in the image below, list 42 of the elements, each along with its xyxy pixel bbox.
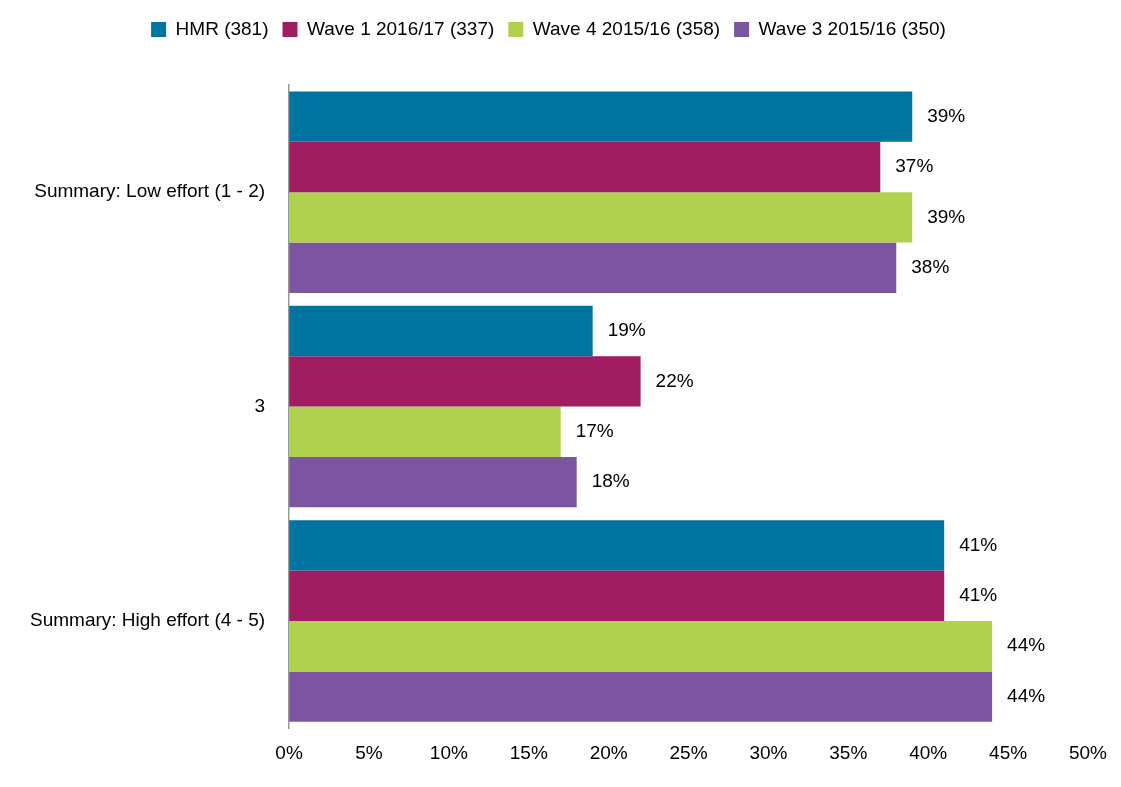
bar bbox=[289, 520, 945, 571]
data-label: 37% bbox=[895, 155, 934, 177]
data-label: 39% bbox=[927, 205, 966, 227]
legend-label: Wave 3 2015/16 (350) bbox=[758, 17, 946, 39]
x-tick-label: 5% bbox=[355, 741, 383, 763]
bar bbox=[289, 141, 881, 193]
x-tick-label: 15% bbox=[509, 741, 548, 763]
bar bbox=[289, 570, 945, 621]
bar bbox=[289, 621, 993, 672]
bar bbox=[289, 192, 913, 243]
x-tick-label: 35% bbox=[829, 741, 868, 763]
y-tick-label: 3 bbox=[254, 394, 266, 416]
x-tick-label: 40% bbox=[909, 741, 948, 763]
y-tick-label: Summary: High effort (4 - 5) bbox=[30, 609, 266, 631]
data-label: 38% bbox=[911, 256, 950, 278]
x-tick-label: 10% bbox=[429, 741, 468, 763]
x-tick-label: 20% bbox=[589, 741, 628, 763]
data-label: 44% bbox=[1007, 634, 1046, 656]
bar bbox=[289, 356, 641, 407]
bar bbox=[289, 91, 913, 142]
legend-label: Wave 4 2015/16 (358) bbox=[532, 17, 721, 39]
data-label: 22% bbox=[655, 369, 694, 391]
x-tick-label: 0% bbox=[275, 741, 303, 763]
data-label: 41% bbox=[959, 584, 998, 606]
x-tick-label: 45% bbox=[989, 741, 1028, 763]
legend-label: HMR (381) bbox=[175, 17, 269, 39]
data-label: 44% bbox=[1007, 684, 1046, 706]
bar bbox=[289, 305, 593, 357]
data-label: 18% bbox=[591, 470, 630, 492]
x-tick-label: 25% bbox=[669, 741, 708, 763]
legend-label: Wave 1 2016/17 (337) bbox=[307, 17, 495, 39]
bar bbox=[289, 242, 897, 293]
data-label: 41% bbox=[959, 533, 998, 555]
y-tick-label: Summary: Low effort (1 - 2) bbox=[34, 180, 266, 202]
bar bbox=[289, 456, 577, 508]
bar bbox=[289, 406, 561, 457]
bar bbox=[289, 671, 993, 722]
x-tick-label: 30% bbox=[749, 741, 788, 763]
x-tick-label: 50% bbox=[1068, 741, 1108, 763]
data-label: 17% bbox=[575, 420, 614, 442]
data-label: 39% bbox=[927, 104, 966, 126]
data-label: 19% bbox=[607, 319, 646, 341]
